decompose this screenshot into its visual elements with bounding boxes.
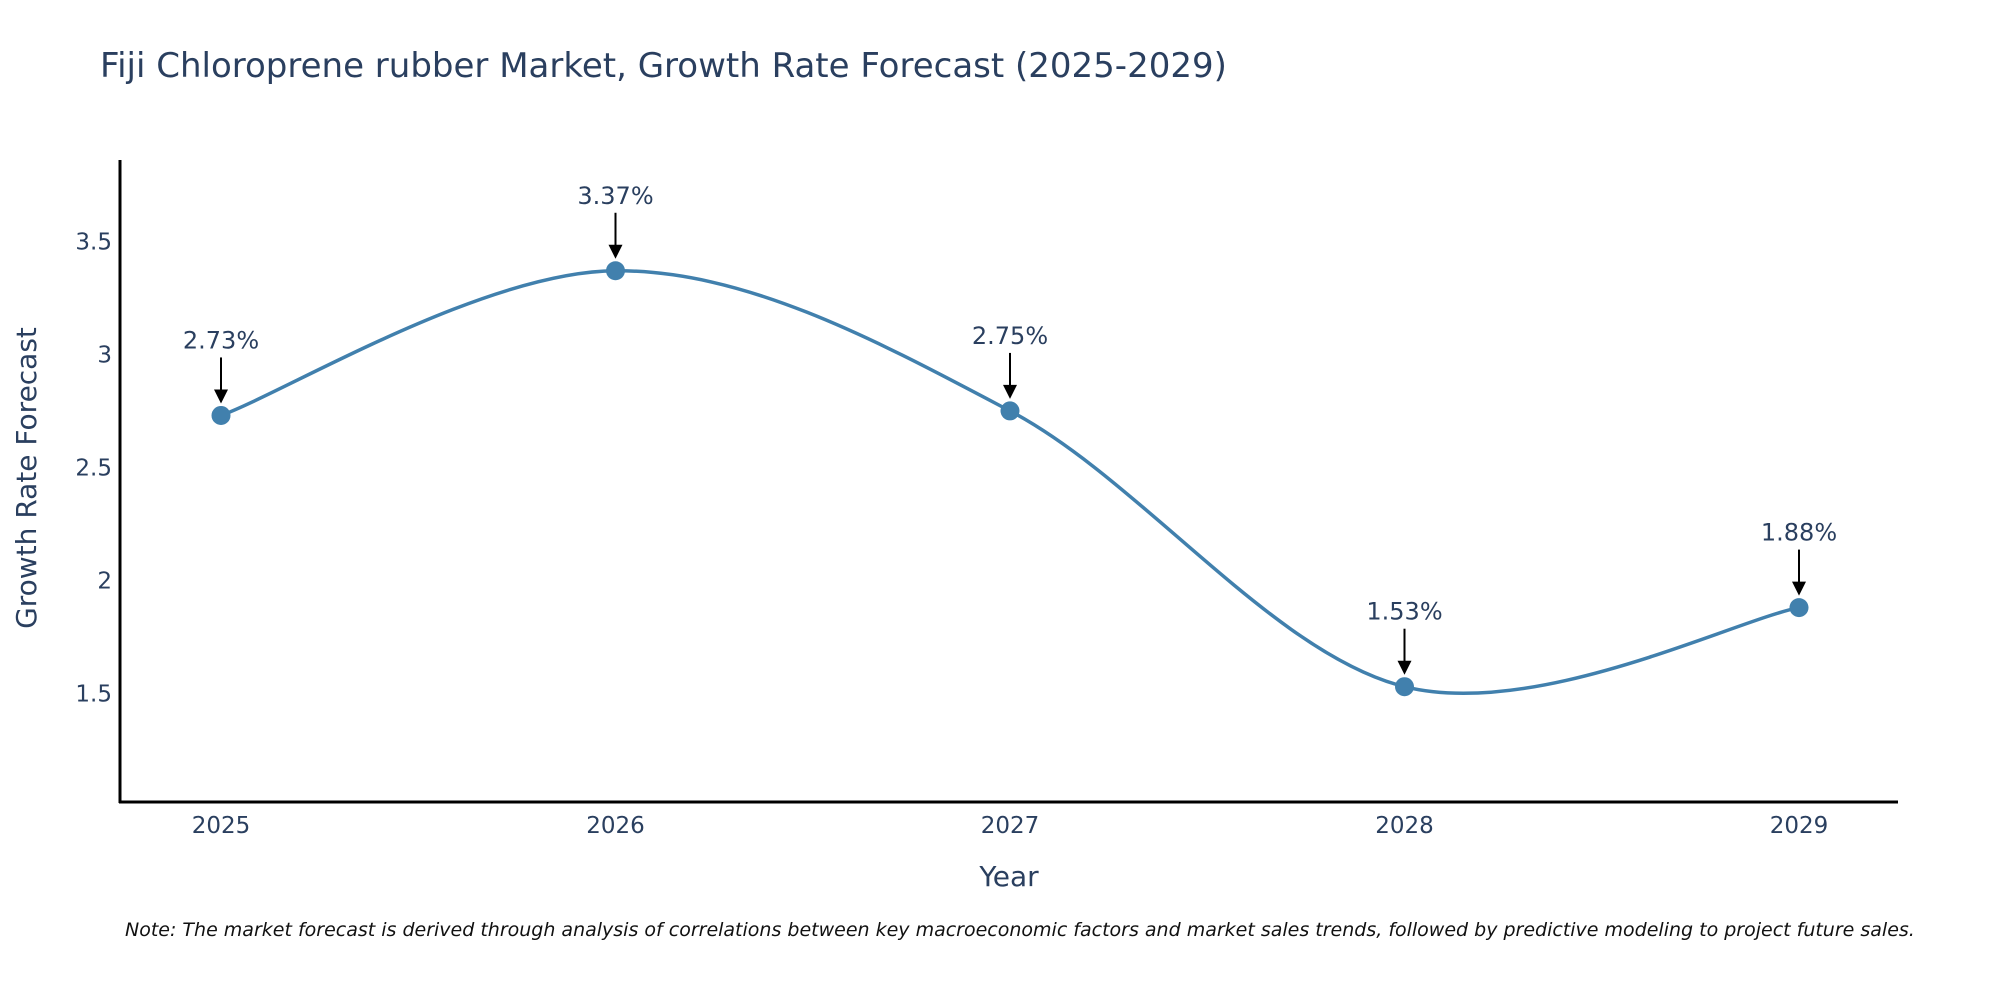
data-point [1000, 401, 1020, 421]
y-axis-title: Growth Rate Forecast [10, 327, 43, 629]
annotation-arrow-head [214, 389, 228, 404]
data-point [211, 405, 231, 425]
y-tick-label: 2 [97, 568, 112, 594]
y-tick-label: 1.5 [75, 681, 112, 707]
data-label: 3.37% [577, 182, 653, 210]
data-label: 2.73% [183, 326, 259, 354]
data-label: 2.75% [972, 322, 1048, 350]
data-label: 1.53% [1366, 598, 1442, 626]
annotation-arrow-head [1003, 384, 1017, 399]
annotation-arrow-head [1397, 660, 1412, 675]
y-axis: 1.5 2 2.5 3 3.5 [75, 160, 122, 803]
x-tick-label: 2029 [1770, 813, 1829, 839]
series-growth-rate [211, 261, 1809, 697]
x-tick-label: 2025 [192, 813, 251, 839]
x-tick-label: 2026 [586, 813, 645, 839]
x-axis: 2025 2026 2027 2028 2029 [119, 800, 1898, 839]
data-point [606, 261, 625, 281]
chart-title: Fiji Chloroprene rubber Market, Growth R… [100, 46, 1227, 86]
footnote: Note: The market forecast is derived thr… [125, 919, 1915, 941]
y-tick-label: 2.5 [75, 455, 112, 481]
x-tick-label: 2027 [981, 813, 1040, 839]
data-label: 1.88% [1761, 519, 1837, 547]
x-tick-label: 2028 [1375, 813, 1434, 839]
y-tick-label: 3 [97, 342, 112, 368]
annotation-arrow-head [1792, 581, 1806, 596]
data-point [1789, 598, 1809, 618]
annotation-arrow-head [608, 244, 623, 259]
y-tick-label: 3.5 [75, 229, 112, 255]
data-labels: 2.73% 3.37% 2.75% 1.53% 1.88% [183, 182, 1837, 675]
data-point [1395, 677, 1414, 697]
x-axis-title: Year [978, 860, 1039, 893]
